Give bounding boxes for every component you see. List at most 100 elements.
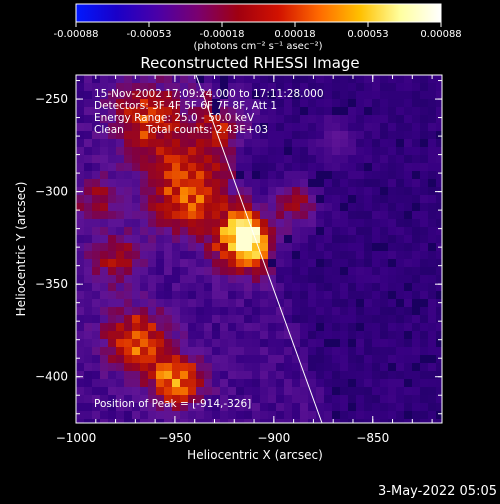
image-pixel	[212, 115, 220, 123]
image-pixel	[140, 195, 148, 203]
image-pixel	[228, 123, 236, 131]
image-pixel	[364, 355, 372, 363]
image-pixel	[260, 347, 268, 355]
image-pixel	[292, 355, 300, 363]
image-pixel	[388, 251, 396, 259]
image-pixel	[308, 147, 316, 155]
image-pixel	[108, 299, 116, 307]
image-pixel	[148, 283, 156, 291]
image-pixel	[324, 235, 332, 243]
image-pixel	[388, 411, 396, 419]
image-pixel	[228, 403, 236, 411]
image-pixel	[124, 259, 132, 267]
image-pixel	[348, 171, 356, 179]
image-pixel	[316, 283, 324, 291]
image-pixel	[244, 339, 252, 347]
image-pixel	[268, 419, 276, 423]
image-pixel	[412, 371, 420, 379]
image-pixel	[172, 155, 180, 163]
image-pixel	[188, 235, 196, 243]
image-pixel	[380, 83, 388, 91]
image-pixel	[292, 291, 300, 299]
image-pixel	[404, 259, 412, 267]
image-pixel	[124, 331, 132, 339]
image-pixel	[236, 363, 244, 371]
image-pixel	[308, 203, 316, 211]
image-pixel	[204, 163, 212, 171]
image-pixel	[356, 315, 364, 323]
image-pixel	[404, 91, 412, 99]
image-pixel	[316, 203, 324, 211]
image-pixel	[140, 211, 148, 219]
image-pixel	[140, 331, 148, 339]
image-pixel	[340, 83, 348, 91]
image-pixel	[228, 107, 236, 115]
image-pixel	[204, 203, 212, 211]
image-pixel	[252, 83, 260, 91]
image-pixel	[364, 387, 372, 395]
image-pixel	[164, 195, 172, 203]
image-pixel	[428, 323, 436, 331]
image-pixel	[228, 275, 236, 283]
image-pixel	[132, 347, 140, 355]
image-pixel	[436, 411, 442, 419]
image-pixel	[428, 339, 436, 347]
image-pixel	[316, 139, 324, 147]
image-pixel	[188, 283, 196, 291]
image-pixel	[124, 211, 132, 219]
image-pixel	[388, 299, 396, 307]
image-pixel	[380, 155, 388, 163]
image-pixel	[164, 107, 172, 115]
image-pixel	[172, 203, 180, 211]
image-pixel	[396, 99, 404, 107]
image-pixel	[324, 347, 332, 355]
image-pixel	[188, 123, 196, 131]
image-pixel	[236, 299, 244, 307]
image-pixel	[308, 275, 316, 283]
image-pixel	[380, 291, 388, 299]
image-pixel	[356, 355, 364, 363]
image-pixel	[164, 123, 172, 131]
image-pixel	[348, 123, 356, 131]
image-pixel	[436, 291, 442, 299]
image-pixel	[300, 227, 308, 235]
image-pixel	[92, 315, 100, 323]
image-pixel	[172, 147, 180, 155]
image-pixel	[348, 371, 356, 379]
image-pixel	[84, 299, 92, 307]
image-pixel	[340, 379, 348, 387]
image-pixel	[420, 395, 428, 403]
image-pixel	[132, 107, 140, 115]
image-pixel	[436, 323, 442, 331]
image-pixel	[172, 331, 180, 339]
image-pixel	[140, 123, 148, 131]
image-pixel	[388, 419, 396, 423]
image-pixel	[300, 379, 308, 387]
image-pixel	[396, 291, 404, 299]
image-pixel	[76, 371, 84, 379]
image-pixel	[308, 235, 316, 243]
image-pixel	[380, 91, 388, 99]
image-pixel	[236, 235, 244, 243]
image-pixel	[332, 395, 340, 403]
image-pixel	[308, 195, 316, 203]
image-pixel	[172, 299, 180, 307]
image-pixel	[180, 107, 188, 115]
image-pixel	[116, 171, 124, 179]
image-pixel	[140, 403, 148, 411]
image-pixel	[316, 211, 324, 219]
image-pixel	[428, 267, 436, 275]
image-pixel	[252, 251, 260, 259]
image-pixel	[300, 371, 308, 379]
image-pixel	[180, 403, 188, 411]
image-pixel	[140, 235, 148, 243]
image-pixel	[252, 123, 260, 131]
image-pixel	[188, 251, 196, 259]
image-pixel	[380, 259, 388, 267]
image-pixel	[132, 219, 140, 227]
image-pixel	[396, 171, 404, 179]
image-pixel	[100, 331, 108, 339]
image-pixel	[84, 275, 92, 283]
image-pixel	[132, 275, 140, 283]
image-pixel	[372, 123, 380, 131]
